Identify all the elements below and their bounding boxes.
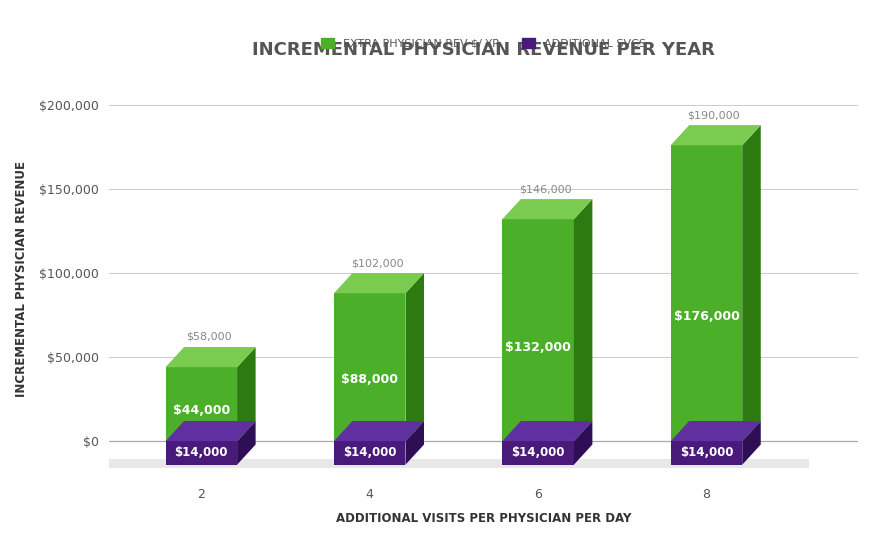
Polygon shape [670,441,742,465]
X-axis label: ADDITIONAL VISITS PER PHYSICIAN PER DAY: ADDITIONAL VISITS PER PHYSICIAN PER DAY [335,512,631,525]
Title: INCREMENTAL PHYSICIAN REVENUE PER YEAR: INCREMENTAL PHYSICIAN REVENUE PER YEAR [252,40,715,59]
Text: $14,000: $14,000 [512,447,565,460]
Polygon shape [742,421,760,465]
Polygon shape [333,441,405,465]
Text: $88,000: $88,000 [341,373,398,386]
Polygon shape [166,367,237,441]
Polygon shape [742,125,760,441]
Text: $14,000: $14,000 [175,447,228,460]
Polygon shape [405,421,424,465]
Text: $44,000: $44,000 [173,403,230,416]
Polygon shape [670,125,760,145]
Polygon shape [109,458,809,468]
Polygon shape [333,273,424,293]
Text: $132,000: $132,000 [505,341,571,354]
Polygon shape [237,421,256,465]
Polygon shape [574,421,593,465]
Text: $102,000: $102,000 [351,258,403,268]
Polygon shape [502,199,593,219]
Polygon shape [574,199,593,441]
Polygon shape [237,347,256,441]
Text: $190,000: $190,000 [688,110,740,120]
Polygon shape [166,441,237,465]
Polygon shape [502,219,574,441]
Text: $176,000: $176,000 [674,310,739,323]
Polygon shape [333,421,424,441]
Text: $14,000: $14,000 [680,447,733,460]
Polygon shape [502,421,593,441]
Polygon shape [166,347,256,367]
Polygon shape [670,145,742,441]
Text: $58,000: $58,000 [186,332,231,342]
Legend: EXTRA PHYSICIAN REV $/ YR, ADDITIONAL SVCS: EXTRA PHYSICIAN REV $/ YR, ADDITIONAL SV… [316,33,650,53]
Polygon shape [166,421,256,441]
Polygon shape [333,293,405,441]
Text: $14,000: $14,000 [343,447,396,460]
Polygon shape [405,273,424,441]
Y-axis label: INCREMENTAL PHYSICIAN REVENUE: INCREMENTAL PHYSICIAN REVENUE [15,161,28,397]
Text: $146,000: $146,000 [519,184,572,194]
Polygon shape [670,421,760,441]
Polygon shape [502,441,574,465]
